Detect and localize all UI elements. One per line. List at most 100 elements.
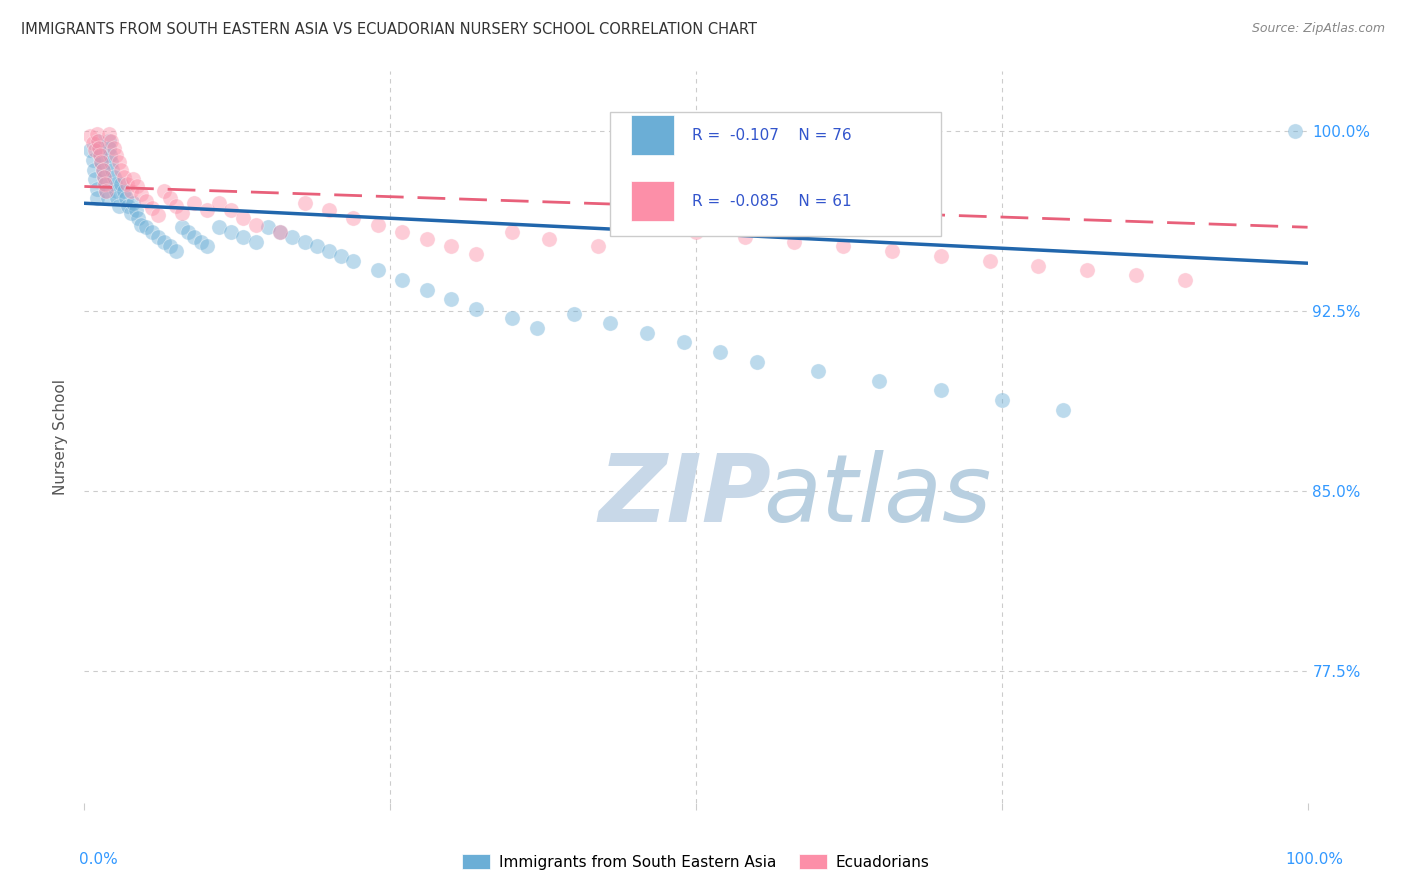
Point	[94, 177, 117, 191]
Point	[90, 155, 112, 169]
Point	[979, 253, 1001, 268]
Point	[97, 191, 120, 205]
Point	[100, 155, 122, 169]
Point	[636, 220, 658, 235]
Point	[330, 249, 353, 263]
Point	[1028, 259, 1050, 273]
Text: IMMIGRANTS FROM SOUTH EASTERN ASIA VS ECUADORIAN NURSERY SCHOOL CORRELATION CHAR: IMMIGRANTS FROM SOUTH EASTERN ASIA VS EC…	[21, 22, 756, 37]
Point	[120, 206, 142, 220]
Point	[1125, 268, 1147, 283]
Point	[929, 249, 952, 263]
Point	[783, 235, 806, 249]
Point	[208, 196, 231, 211]
Point	[93, 169, 115, 184]
Point	[87, 141, 110, 155]
Point	[87, 134, 110, 148]
Text: R =  -0.085    N = 61: R = -0.085 N = 61	[692, 194, 852, 209]
Y-axis label: Nursery School: Nursery School	[53, 379, 69, 495]
Point	[159, 239, 181, 253]
Point	[502, 311, 524, 326]
Point	[86, 182, 108, 196]
Point	[416, 232, 439, 246]
Point	[129, 218, 152, 232]
Point	[153, 184, 176, 198]
Point	[146, 230, 169, 244]
Point	[89, 148, 111, 162]
Point	[245, 218, 267, 232]
Point	[1284, 124, 1306, 138]
Point	[91, 162, 114, 177]
Point	[86, 191, 108, 205]
Point	[342, 253, 364, 268]
Point	[636, 326, 658, 340]
Point	[257, 220, 280, 235]
Point	[82, 153, 104, 167]
Point	[84, 144, 107, 158]
Point	[1052, 402, 1074, 417]
Point	[367, 263, 389, 277]
Point	[120, 184, 142, 198]
Point	[141, 225, 163, 239]
Point	[177, 225, 200, 239]
Point	[318, 203, 340, 218]
Point	[869, 374, 891, 388]
Point	[107, 155, 129, 169]
Point	[115, 191, 138, 205]
Point	[672, 335, 695, 350]
Point	[94, 177, 117, 191]
Point	[100, 134, 122, 148]
Point	[97, 141, 120, 155]
Text: Source: ZipAtlas.com: Source: ZipAtlas.com	[1251, 22, 1385, 36]
Point	[709, 345, 731, 359]
Point	[105, 191, 128, 205]
Point	[281, 230, 304, 244]
Point	[87, 134, 110, 148]
Point	[165, 244, 187, 259]
Text: R =  -0.107    N = 76: R = -0.107 N = 76	[692, 128, 852, 143]
Point	[685, 225, 707, 239]
Point	[294, 196, 316, 211]
Point	[183, 230, 205, 244]
Text: 0.0%: 0.0%	[79, 852, 118, 867]
Point	[79, 144, 101, 158]
Point	[159, 191, 181, 205]
Point	[122, 172, 145, 186]
Point	[294, 235, 316, 249]
Point	[269, 225, 291, 239]
Point	[440, 239, 463, 253]
Point	[89, 148, 111, 162]
Point	[734, 230, 756, 244]
Point	[440, 292, 463, 306]
FancyBboxPatch shape	[610, 112, 941, 235]
Point	[153, 235, 176, 249]
Point	[103, 141, 125, 155]
Point	[97, 134, 120, 148]
Point	[880, 244, 903, 259]
Point	[117, 199, 139, 213]
Point	[87, 141, 110, 155]
Text: 100.0%: 100.0%	[1285, 852, 1344, 867]
Point	[190, 235, 212, 249]
Point	[172, 220, 194, 235]
Point	[86, 127, 108, 141]
Point	[195, 239, 218, 253]
Point	[807, 364, 830, 378]
Point	[101, 162, 124, 177]
Point	[195, 203, 218, 218]
Point	[96, 184, 118, 198]
Point	[219, 225, 242, 239]
Point	[526, 321, 548, 335]
Point	[831, 239, 853, 253]
Point	[96, 184, 118, 198]
Point	[104, 177, 127, 191]
Point	[141, 201, 163, 215]
Point	[305, 239, 328, 253]
Text: atlas: atlas	[763, 450, 991, 541]
Point	[464, 246, 486, 260]
Point	[232, 211, 254, 225]
Point	[115, 177, 138, 191]
Bar	[631, 115, 673, 155]
Point	[91, 162, 114, 177]
Point	[84, 172, 107, 186]
Point	[122, 196, 145, 211]
